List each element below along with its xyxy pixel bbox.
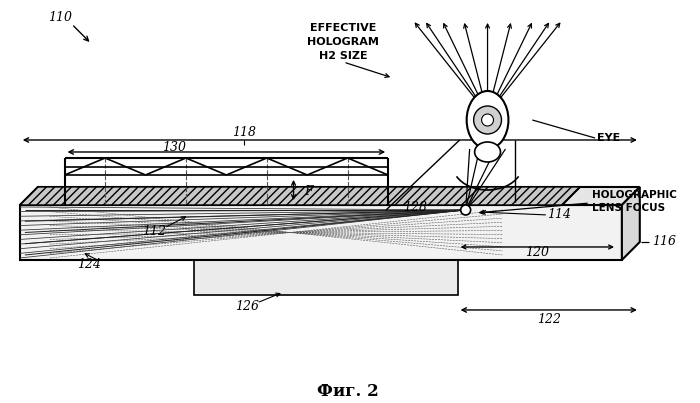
Circle shape: [461, 205, 470, 215]
Ellipse shape: [467, 91, 508, 149]
Polygon shape: [20, 187, 640, 205]
Text: LENS FOCUS: LENS FOCUS: [592, 203, 665, 213]
Text: EYE: EYE: [597, 133, 620, 143]
Text: 124: 124: [78, 258, 102, 272]
Text: H2 SIZE: H2 SIZE: [319, 51, 368, 61]
Text: HOLOGRAM: HOLOGRAM: [307, 37, 379, 47]
Ellipse shape: [475, 142, 500, 162]
Polygon shape: [194, 260, 458, 295]
Text: 116: 116: [652, 235, 676, 249]
Text: 118: 118: [232, 127, 256, 139]
Polygon shape: [20, 205, 622, 260]
Circle shape: [474, 106, 501, 134]
Polygon shape: [194, 250, 468, 260]
Text: 130: 130: [162, 141, 186, 154]
Text: EFFECTIVE: EFFECTIVE: [310, 23, 377, 33]
Text: 126: 126: [234, 301, 259, 314]
Circle shape: [482, 114, 494, 126]
Text: Фиг. 2: Фиг. 2: [317, 384, 379, 401]
Text: 114: 114: [547, 208, 571, 222]
Text: 110: 110: [48, 12, 71, 25]
Polygon shape: [20, 187, 580, 205]
Polygon shape: [622, 187, 640, 260]
Text: 112: 112: [142, 226, 166, 239]
Text: 120: 120: [525, 247, 550, 260]
Text: HOLOGRAPHIC: HOLOGRAPHIC: [592, 190, 677, 200]
Text: 128: 128: [403, 202, 427, 214]
Text: 122: 122: [537, 314, 561, 326]
Text: F: F: [304, 185, 313, 199]
